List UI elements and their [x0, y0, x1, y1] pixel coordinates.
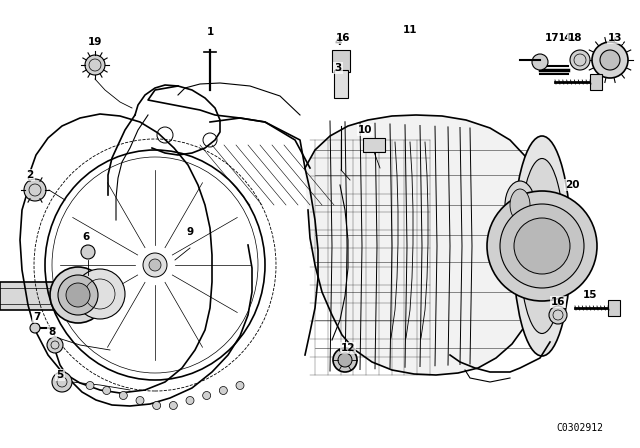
Polygon shape [305, 115, 542, 375]
Circle shape [186, 396, 194, 405]
Circle shape [500, 204, 584, 288]
Text: C0302912: C0302912 [557, 423, 604, 433]
Circle shape [514, 218, 570, 274]
Text: 12: 12 [340, 343, 355, 353]
Circle shape [86, 382, 94, 389]
Circle shape [136, 396, 144, 405]
Circle shape [30, 323, 40, 333]
Circle shape [153, 401, 161, 409]
Text: 15: 15 [583, 290, 597, 300]
FancyBboxPatch shape [334, 70, 348, 98]
Text: 19: 19 [88, 37, 102, 47]
Circle shape [66, 283, 90, 307]
Circle shape [570, 50, 590, 70]
Circle shape [52, 372, 72, 392]
FancyBboxPatch shape [363, 138, 385, 152]
Circle shape [487, 191, 597, 301]
Circle shape [50, 267, 106, 323]
Text: 6: 6 [83, 232, 90, 242]
Text: 11: 11 [403, 25, 417, 35]
Circle shape [81, 245, 95, 259]
Circle shape [338, 353, 352, 367]
Circle shape [532, 54, 548, 70]
Circle shape [170, 401, 177, 409]
Ellipse shape [513, 136, 571, 356]
Text: 2: 2 [26, 170, 34, 180]
Circle shape [220, 387, 227, 395]
Circle shape [58, 275, 98, 315]
Circle shape [549, 306, 567, 324]
Text: 7: 7 [33, 312, 41, 322]
Ellipse shape [520, 159, 564, 333]
Text: 3: 3 [334, 63, 342, 73]
Polygon shape [0, 282, 55, 310]
Text: 5: 5 [56, 370, 63, 380]
Circle shape [119, 392, 127, 400]
FancyBboxPatch shape [590, 74, 602, 90]
Text: 16: 16 [551, 297, 565, 307]
Text: 8: 8 [49, 327, 56, 337]
Circle shape [75, 269, 125, 319]
Text: 10: 10 [358, 125, 372, 135]
Text: 20: 20 [564, 180, 579, 190]
Text: 17: 17 [545, 33, 559, 43]
FancyBboxPatch shape [608, 300, 620, 316]
FancyBboxPatch shape [332, 50, 350, 72]
Text: 4: 4 [334, 37, 342, 47]
Circle shape [236, 382, 244, 389]
Circle shape [102, 387, 111, 395]
Ellipse shape [505, 181, 535, 229]
Circle shape [149, 259, 161, 271]
Text: 18: 18 [568, 33, 582, 43]
Circle shape [600, 50, 620, 70]
Text: 13: 13 [608, 33, 622, 43]
Text: 14: 14 [557, 33, 572, 43]
Circle shape [333, 348, 357, 372]
Circle shape [85, 55, 105, 75]
Circle shape [203, 392, 211, 400]
Circle shape [47, 337, 63, 353]
Ellipse shape [510, 189, 530, 221]
Circle shape [143, 253, 167, 277]
Text: 16: 16 [336, 33, 350, 43]
Text: 1: 1 [206, 27, 214, 37]
Circle shape [592, 42, 628, 78]
Circle shape [24, 179, 46, 201]
Text: 9: 9 [186, 227, 193, 237]
